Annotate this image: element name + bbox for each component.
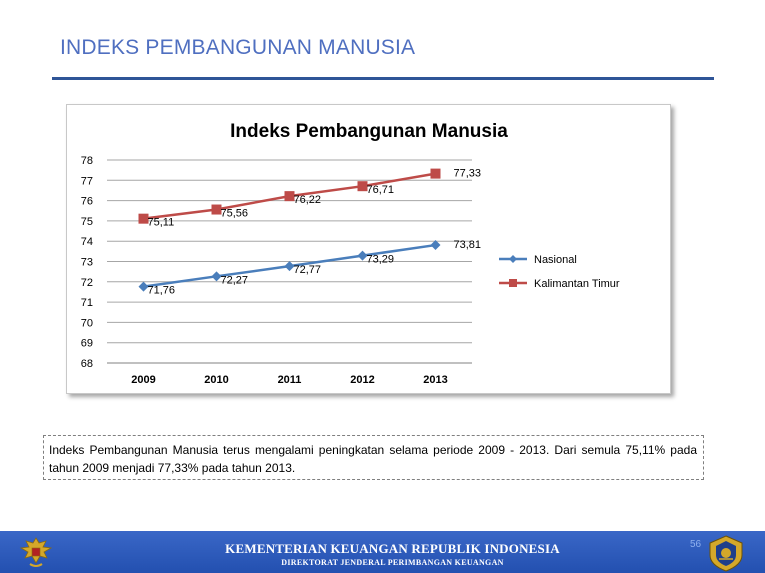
data-point-marker xyxy=(357,181,368,192)
legend-item-nasional: Nasional xyxy=(499,254,577,266)
y-tick-label-77: 77 xyxy=(81,175,93,187)
chart-series: 71,76 72,27 72,77 73,29 73,81 75,11 75,56 76,22… xyxy=(138,168,482,297)
y-tick-label-74: 74 xyxy=(81,236,93,248)
data-point-marker xyxy=(430,168,441,179)
chart-container: Indeks Pembangunan Manusia 68 69 70 71 72 73 7… xyxy=(66,104,671,394)
footer-bar xyxy=(0,531,765,573)
data-point-marker xyxy=(284,191,295,202)
x-tick-label-2011: 2011 xyxy=(278,374,302,386)
y-tick-label-72: 72 xyxy=(81,277,93,289)
data-point-marker xyxy=(211,271,222,282)
legend-label: Nasional xyxy=(534,254,577,266)
data-point-marker xyxy=(430,240,441,251)
slide-title: INDEKS PEMBANGUNAN MANUSIA xyxy=(60,36,416,59)
data-label: 73,81 xyxy=(454,239,482,251)
x-tick-label-2013: 2013 xyxy=(423,374,447,386)
x-tick-label-2009: 2009 xyxy=(131,374,155,386)
series-nasional: 71,76 72,27 72,77 73,29 73,81 xyxy=(138,239,482,297)
series-kalimantan-timur: 75,11 75,56 76,22 76,71 77,33 xyxy=(138,168,482,229)
data-label: 75,56 xyxy=(221,208,249,220)
y-tick-label-68: 68 xyxy=(81,358,93,370)
y-tick-label-70: 70 xyxy=(81,317,93,329)
data-label: 72,27 xyxy=(221,274,249,286)
caption-box: Indeks Pembangunan Manusia terus mengala… xyxy=(43,435,704,480)
data-point-marker xyxy=(138,281,149,292)
data-label: 73,29 xyxy=(367,254,395,266)
page-number: 56 xyxy=(690,539,702,550)
x-tick-label-2012: 2012 xyxy=(350,374,374,386)
data-point-marker xyxy=(211,204,222,215)
y-tick-label-78: 78 xyxy=(81,155,93,167)
chart-legend: Nasional Kalimantan Timur xyxy=(499,254,620,290)
chart-title: Indeks Pembangunan Manusia xyxy=(230,121,508,142)
y-tick-label-73: 73 xyxy=(81,257,93,269)
legend-marker xyxy=(509,255,517,263)
legend-item-kalimantan-timur: Kalimantan Timur xyxy=(499,278,620,290)
footer-ministry-name: KEMENTERIAN KEUANGAN REPUBLIK INDONESIA xyxy=(225,541,560,556)
data-label: 71,76 xyxy=(148,285,176,297)
title-divider xyxy=(52,77,714,80)
data-point-marker xyxy=(138,213,149,224)
data-label: 76,71 xyxy=(367,184,395,196)
legend-marker xyxy=(509,279,517,287)
chart-axes: 68 69 70 71 72 73 74 75 76 77 78 2009 2010 2011 2012 20… xyxy=(81,155,472,386)
data-label: 72,77 xyxy=(294,264,322,276)
garuda-emblem-icon xyxy=(19,537,53,567)
x-tick-label-2010: 2010 xyxy=(204,374,228,386)
y-tick-label-76: 76 xyxy=(81,196,93,208)
data-label: 77,33 xyxy=(454,168,482,180)
y-tick-label-71: 71 xyxy=(81,297,93,309)
y-tick-label-75: 75 xyxy=(81,216,93,228)
legend-label: Kalimantan Timur xyxy=(534,278,620,290)
y-tick-label-69: 69 xyxy=(81,338,93,350)
data-label: 76,22 xyxy=(294,194,322,206)
ipm-line-chart: Indeks Pembangunan Manusia 68 69 70 71 72 73 7… xyxy=(81,121,620,386)
ministry-of-finance-emblem-icon xyxy=(709,535,743,572)
caption-text: Indeks Pembangunan Manusia terus mengala… xyxy=(49,443,697,475)
data-point-marker xyxy=(357,250,368,261)
data-point-marker xyxy=(284,261,295,272)
data-label: 75,11 xyxy=(148,217,175,229)
footer-directorate-name: DIREKTORAT JENDERAL PERIMBANGAN KEUANGAN xyxy=(281,558,504,567)
